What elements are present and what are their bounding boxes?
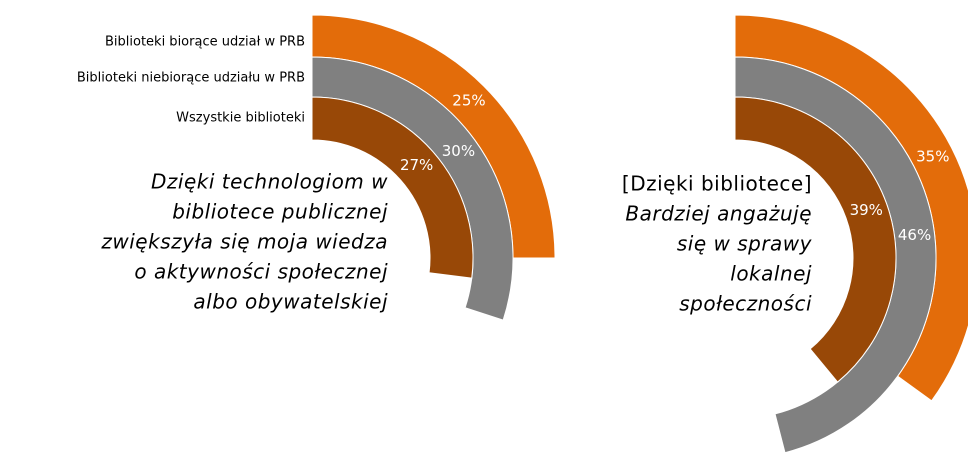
chart-title: lokalnej bbox=[730, 262, 812, 286]
chart-title: o aktywności społecznej bbox=[134, 260, 388, 284]
chart-title: [Dzięki bibliotece] bbox=[622, 172, 812, 196]
chart-title: Dzięki technologiom w bbox=[151, 170, 388, 194]
data-label: 27% bbox=[400, 156, 433, 174]
chart-title: społeczności bbox=[679, 292, 812, 316]
data-label: 25% bbox=[452, 92, 485, 110]
chart-title: zwiększyła się moja wiedza bbox=[100, 230, 388, 254]
data-label: 46% bbox=[898, 226, 931, 244]
legend-label: Wszystkie biblioteki bbox=[176, 111, 305, 126]
legend-label: Biblioteki biorące udział w PRB bbox=[105, 35, 305, 50]
chart-title: Bardziej angażuję bbox=[625, 202, 812, 226]
legend-label: Biblioteki niebiorące udziału w PRB bbox=[77, 71, 305, 86]
data-label: 39% bbox=[850, 201, 883, 219]
arcs bbox=[311, 14, 968, 453]
data-label: 35% bbox=[916, 148, 949, 166]
radial-bar bbox=[311, 96, 474, 279]
radial-bar bbox=[734, 96, 897, 383]
chart-title: się w sprawy bbox=[677, 232, 813, 256]
chart-title: bibliotece publicznej bbox=[172, 200, 388, 224]
data-label: 30% bbox=[442, 142, 475, 160]
chart-title: albo obywatelskiej bbox=[193, 290, 388, 314]
